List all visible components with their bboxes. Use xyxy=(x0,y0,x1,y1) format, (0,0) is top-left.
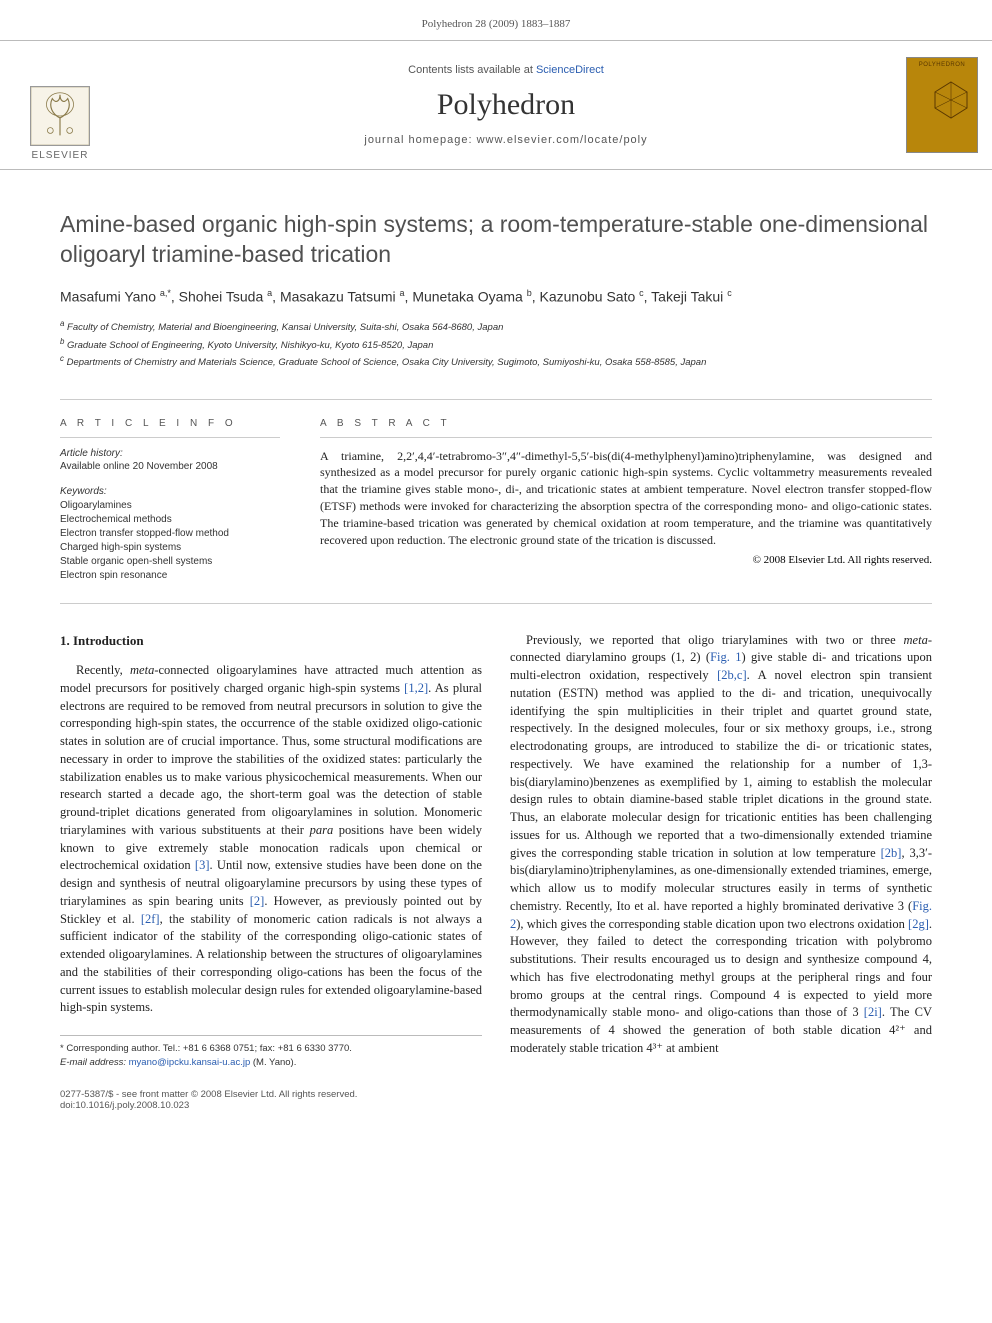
left-column: 1. Introduction Recently, meta-connected… xyxy=(60,632,482,1069)
figure-link[interactable]: Fig. 2 xyxy=(510,899,932,931)
homepage-prefix: journal homepage: xyxy=(364,134,476,146)
section-heading-intro: 1. Introduction xyxy=(60,632,482,650)
citation-link[interactable]: [2g] xyxy=(908,917,929,931)
keyword-item: Electrochemical methods xyxy=(60,513,280,527)
homepage-url: www.elsevier.com/locate/poly xyxy=(477,134,648,146)
citation-link[interactable]: [2] xyxy=(250,894,265,908)
corresponding-footer: * Corresponding author. Tel.: +81 6 6368… xyxy=(60,1035,482,1069)
running-head: Polyhedron 28 (2009) 1883–1887 xyxy=(0,0,992,40)
publisher-name: ELSEVIER xyxy=(32,150,89,161)
history-head: Article history: xyxy=(60,448,280,459)
keyword-item: Electron spin resonance xyxy=(60,569,280,583)
citation-link[interactable]: [2b,c] xyxy=(717,668,747,682)
keyword-item: Stable organic open-shell systems xyxy=(60,555,280,569)
email-suffix: (M. Yano). xyxy=(250,1057,296,1068)
intro-para-left: Recently, meta-connected oligoarylamines… xyxy=(60,662,482,1017)
sciencedirect-link[interactable]: ScienceDirect xyxy=(536,64,604,76)
homepage-line: journal homepage: www.elsevier.com/locat… xyxy=(364,134,647,146)
history-line: Available online 20 November 2008 xyxy=(60,461,280,472)
citation-text: Polyhedron 28 (2009) 1883–1887 xyxy=(422,18,571,30)
figure-link[interactable]: Fig. 1 xyxy=(710,650,741,664)
article-info-heading: A R T I C L E I N F O xyxy=(60,418,280,438)
citation-link[interactable]: [1,2] xyxy=(404,681,428,695)
banner-center: Contents lists available at ScienceDirec… xyxy=(120,41,892,169)
journal-cover-thumb: POLYHEDRON xyxy=(906,57,978,153)
corresponding-line: * Corresponding author. Tel.: +81 6 6368… xyxy=(60,1042,482,1055)
issn-line: 0277-5387/$ - see front matter © 2008 El… xyxy=(60,1089,932,1100)
cover-label: POLYHEDRON xyxy=(907,62,977,68)
email-label: E-mail address: xyxy=(60,1057,129,1068)
meta-row: A R T I C L E I N F O Article history: A… xyxy=(60,399,932,583)
keyword-item: Oligoarylamines xyxy=(60,499,280,513)
article-info: A R T I C L E I N F O Article history: A… xyxy=(60,418,280,583)
affiliation-line: c Departments of Chemistry and Materials… xyxy=(60,353,932,370)
journal-banner: ELSEVIER Contents lists available at Sci… xyxy=(0,40,992,170)
body-columns: 1. Introduction Recently, meta-connected… xyxy=(0,604,992,1079)
citation-link[interactable]: [2f] xyxy=(141,912,160,926)
publisher-cell: ELSEVIER xyxy=(0,41,120,169)
abstract-block: A B S T R A C T A triamine, 2,2′,4,4′-te… xyxy=(320,418,932,583)
elsevier-logo: ELSEVIER xyxy=(20,71,100,161)
journal-name: Polyhedron xyxy=(437,88,575,122)
article-head-block: Amine-based organic high-spin systems; a… xyxy=(0,170,992,381)
contents-prefix: Contents lists available at xyxy=(408,64,536,76)
polyhedron-icon xyxy=(931,80,971,120)
keywords-head: Keywords: xyxy=(60,486,280,497)
page-footer: 0277-5387/$ - see front matter © 2008 El… xyxy=(60,1089,932,1111)
keyword-item: Electron transfer stopped-flow method xyxy=(60,527,280,541)
citation-link[interactable]: [2b] xyxy=(881,846,902,860)
email-link[interactable]: myano@ipcku.kansai-u.ac.jp xyxy=(129,1057,251,1068)
cover-cell: POLYHEDRON xyxy=(892,41,992,169)
intro-para-right: Previously, we reported that oligo triar… xyxy=(510,632,932,1058)
keyword-item: Charged high-spin systems xyxy=(60,541,280,555)
affiliation-line: b Graduate School of Engineering, Kyoto … xyxy=(60,336,932,353)
abstract-heading: A B S T R A C T xyxy=(320,418,932,438)
doi-line: doi:10.1016/j.poly.2008.10.023 xyxy=(60,1100,932,1111)
author-list: Masafumi Yano a,*, Shohei Tsuda a, Masak… xyxy=(60,288,932,305)
affiliation-line: a Faculty of Chemistry, Material and Bio… xyxy=(60,318,932,335)
affiliations: a Faculty of Chemistry, Material and Bio… xyxy=(60,318,932,370)
elsevier-tree-icon xyxy=(30,86,90,146)
abstract-text: A triamine, 2,2′,4,4′-tetrabromo-3″,4″-d… xyxy=(320,448,932,549)
abstract-copyright: © 2008 Elsevier Ltd. All rights reserved… xyxy=(320,554,932,566)
email-line: E-mail address: myano@ipcku.kansai-u.ac.… xyxy=(60,1056,482,1069)
right-column: Previously, we reported that oligo triar… xyxy=(510,632,932,1069)
citation-link[interactable]: [3] xyxy=(195,858,210,872)
article-title: Amine-based organic high-spin systems; a… xyxy=(60,210,932,270)
citation-link[interactable]: [2i] xyxy=(864,1005,882,1019)
contents-line: Contents lists available at ScienceDirec… xyxy=(408,64,604,76)
